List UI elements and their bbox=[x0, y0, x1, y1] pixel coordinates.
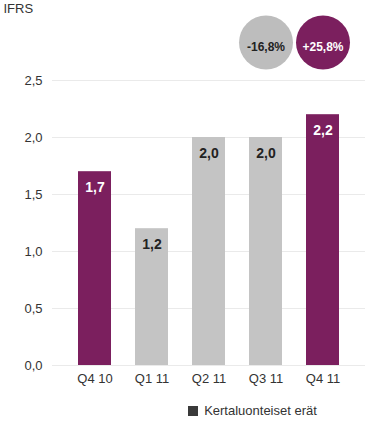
svg-text:2,2: 2,2 bbox=[313, 122, 333, 138]
svg-text:-16,8%: -16,8% bbox=[247, 40, 285, 54]
svg-text:0,0: 0,0 bbox=[24, 358, 42, 373]
svg-text:0,5: 0,5 bbox=[24, 301, 42, 316]
svg-text:IFRS: IFRS bbox=[4, 1, 34, 16]
svg-text:Q4 11: Q4 11 bbox=[306, 371, 340, 386]
svg-text:1,2: 1,2 bbox=[142, 236, 162, 252]
svg-text:Q1 11: Q1 11 bbox=[135, 371, 169, 386]
svg-text:1,7: 1,7 bbox=[85, 179, 105, 195]
html-text:Kertaluonteiset erät: Kertaluonteiset erät bbox=[204, 403, 317, 418]
svg-text:+25,8%: +25,8% bbox=[302, 40, 343, 54]
svg-text:Q3 11: Q3 11 bbox=[249, 371, 283, 386]
svg-text:2,0: 2,0 bbox=[256, 145, 276, 161]
svg-text:2,5: 2,5 bbox=[24, 73, 42, 88]
svg-text:Q2 11: Q2 11 bbox=[192, 371, 226, 386]
svg-text:1,0: 1,0 bbox=[24, 244, 42, 259]
svg-text:Q4 10: Q4 10 bbox=[77, 371, 112, 386]
svg-text:2,0: 2,0 bbox=[199, 145, 219, 161]
svg-text:1,5: 1,5 bbox=[24, 187, 42, 202]
svg-text:2,0: 2,0 bbox=[24, 130, 42, 145]
